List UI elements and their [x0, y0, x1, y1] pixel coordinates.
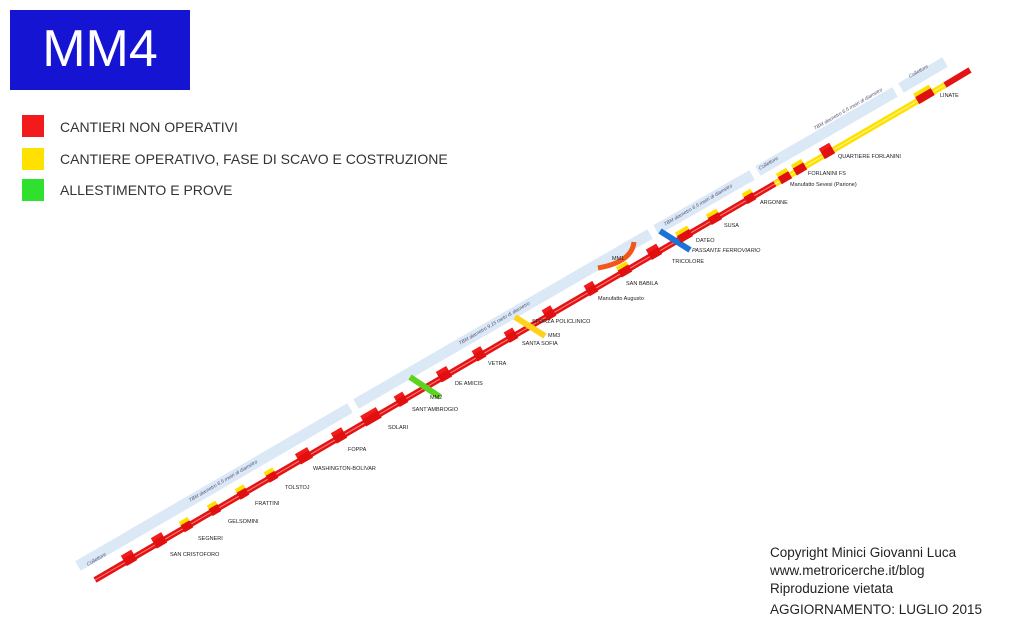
station-block: [676, 228, 694, 244]
station-label: TOLSTOJ: [285, 485, 310, 491]
station-label: SAN BABILA: [626, 281, 658, 287]
station-block-top: [330, 427, 344, 437]
notice: Riproduzione vietata: [770, 581, 894, 596]
station-block-top: [294, 447, 310, 458]
station-block-top: [503, 327, 515, 336]
legend-label: CANTIERI NON OPERATIVI: [60, 119, 238, 135]
passante-crossing: [658, 228, 692, 253]
website: www.metroricerche.it/blog: [769, 563, 925, 578]
station-block: [820, 145, 836, 160]
station-block: [914, 87, 935, 105]
station-block: [437, 368, 453, 383]
station-block-top: [913, 84, 931, 98]
update-date: AGGIORNAMENTO: LUGLIO 2015: [770, 602, 982, 617]
interchange-label: MM1: [612, 256, 624, 262]
station-block-top: [120, 549, 134, 560]
station-block-top: [263, 467, 275, 476]
station-label: SAN CRISTOFORO: [170, 552, 220, 558]
station-block: [122, 552, 138, 567]
legend-label: ALLESTIMENTO E PROVE: [60, 182, 232, 198]
station-block: [707, 211, 723, 226]
station-block-top: [674, 225, 690, 237]
station-label: TRICOLORE: [672, 259, 704, 265]
station-label: FORLANINI FS: [808, 171, 846, 177]
station-label: FOPPA: [348, 447, 367, 453]
station-label: QUARTIERE FORLANINI: [838, 154, 901, 160]
station-block: [152, 534, 168, 549]
station-block-top: [360, 407, 378, 420]
tunnel-label: TBM diametro 6,5 metri di diametro: [188, 459, 259, 504]
station-block: [647, 246, 663, 260]
station-label: SANTA SOFIA: [522, 341, 558, 347]
station-block-top: [615, 261, 629, 271]
legend-swatch: [22, 179, 44, 201]
tunnel-band: [75, 57, 948, 571]
station-label: Manufatto Augusto: [598, 296, 644, 302]
station-block: [361, 409, 382, 427]
station-block-top: [178, 516, 190, 526]
mm3-crossing: [513, 314, 547, 339]
station-block: [332, 429, 348, 444]
station-block: [617, 263, 633, 278]
station-block-top: [741, 188, 753, 198]
station-block-top: [705, 208, 719, 219]
station-block: [296, 449, 314, 465]
station-label: DE AMICIS: [455, 381, 483, 387]
station-label: WASHINGTON-BOLIVAR: [313, 466, 376, 472]
legend-swatch: [22, 148, 44, 170]
station-label: VETRA: [488, 361, 507, 367]
station-label: Manufatto Sevesi (Parione): [790, 182, 857, 188]
station-label: GELSOMINI: [228, 519, 259, 525]
station-label: SUSA: [724, 223, 739, 229]
station-block-top: [790, 159, 804, 169]
station-block-top: [393, 391, 405, 401]
mm1-crossing: [597, 241, 637, 271]
interchange-label: MM3: [548, 333, 560, 339]
station-label: DATEO: [696, 238, 715, 244]
station-label: FRATTINI: [255, 501, 280, 507]
tunnel-label: TBM diametro 6,5 metri di diametro: [663, 183, 734, 228]
station-block: [792, 161, 808, 176]
copyright: Copyright Minici Giovanni Luca: [770, 545, 957, 560]
logo: MM4: [42, 20, 158, 78]
station-blocks: [120, 84, 935, 567]
station-block-top: [471, 346, 483, 355]
station-label: SOLARI: [388, 425, 409, 431]
station-block-top: [150, 532, 164, 542]
station-label: SANT'AMBROGIO: [412, 407, 459, 413]
station-block-top: [775, 167, 789, 178]
legend-label: CANTIERE OPERATIVO, FASE DI SCAVO E COST…: [60, 151, 448, 167]
interchange-label: MM2: [430, 395, 442, 401]
station-block-top: [541, 305, 553, 314]
station-block-top: [206, 500, 218, 510]
station-label: ARGONNE: [760, 200, 788, 206]
mm2-crossing: [408, 374, 442, 400]
station-block-top: [234, 484, 246, 493]
station-block-top: [583, 280, 595, 290]
interchange-label: PASSANTE FERROVIARIO: [692, 248, 761, 254]
legend-swatch: [22, 115, 44, 137]
station-block-top: [645, 243, 659, 254]
station-block: [777, 170, 793, 185]
station-label: LINATE: [940, 93, 959, 99]
station-label: SEGNERI: [198, 536, 223, 542]
station-block-top: [818, 142, 832, 153]
station-labels: SAN CRISTOFORO SEGNERI GELSOMINI FRATTIN…: [170, 93, 959, 558]
logo-box: [10, 10, 190, 90]
station-block-top: [435, 366, 449, 376]
station-label: SFORZA POLICLINICO: [532, 319, 591, 325]
